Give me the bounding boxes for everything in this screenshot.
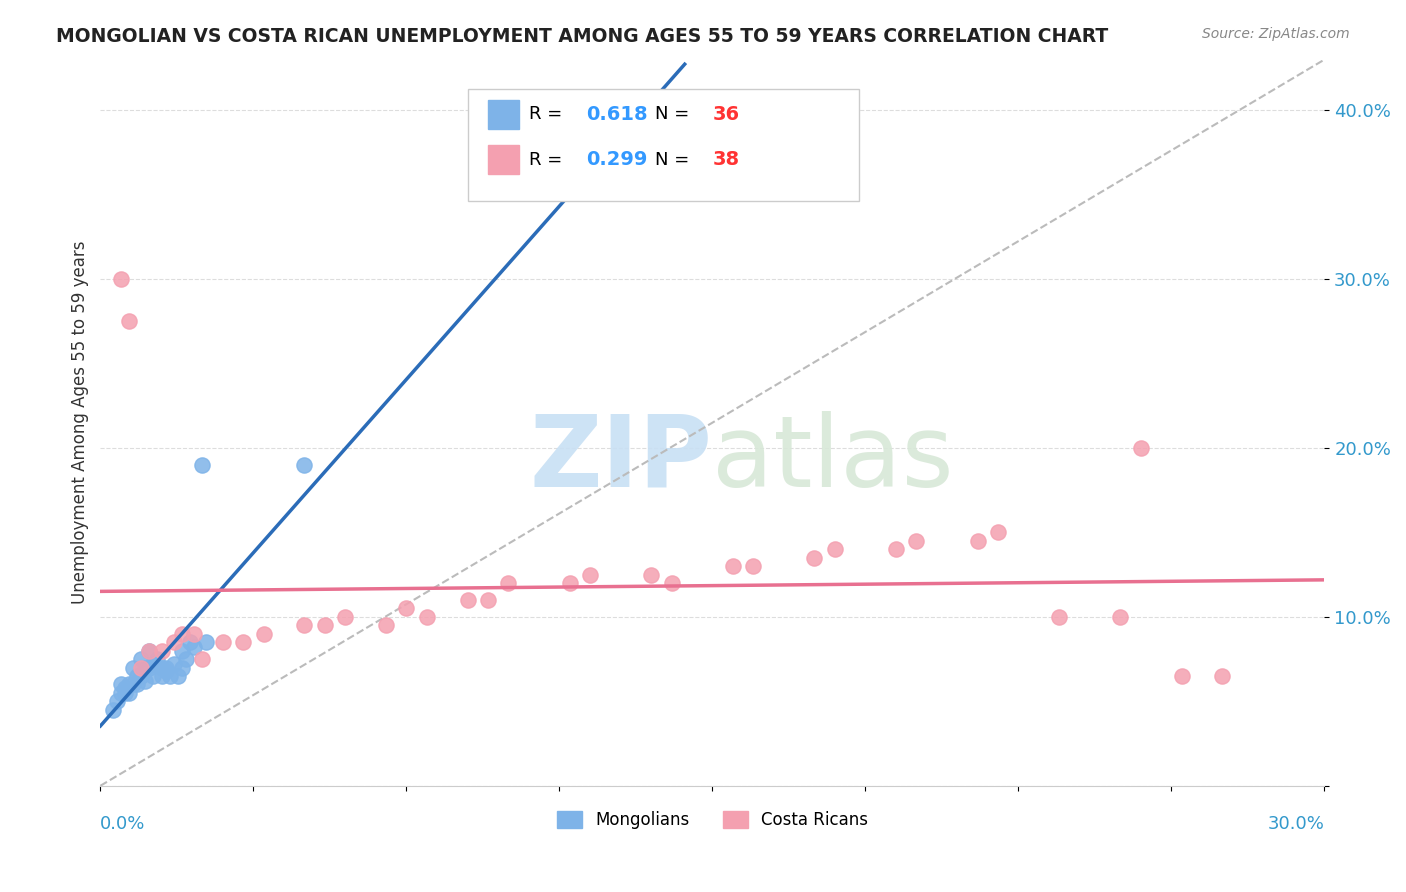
Point [129, 660, 152, 674]
Point [122, 660, 145, 674]
Point [1047, 610, 1070, 624]
Point [138, 643, 160, 657]
Point [232, 635, 254, 649]
Point [146, 652, 169, 666]
Text: 36: 36 [713, 104, 740, 124]
Y-axis label: Unemployment Among Ages 55 to 59 years: Unemployment Among Ages 55 to 59 years [72, 241, 89, 605]
Point [134, 660, 156, 674]
Point [1129, 441, 1152, 455]
Point [114, 681, 136, 695]
Point [105, 694, 128, 708]
Point [118, 314, 141, 328]
Point [125, 677, 148, 691]
Point [579, 567, 602, 582]
Text: N =: N = [655, 151, 695, 169]
Point [110, 272, 132, 286]
Point [661, 576, 683, 591]
Point [170, 660, 193, 674]
Point [155, 664, 177, 678]
Point [211, 635, 233, 649]
Point [498, 576, 520, 591]
Point [375, 618, 398, 632]
Text: 30.0%: 30.0% [1268, 814, 1324, 833]
Text: Source: ZipAtlas.com: Source: ZipAtlas.com [1202, 27, 1350, 41]
Point [803, 550, 825, 565]
Point [118, 686, 141, 700]
Text: atlas: atlas [713, 410, 955, 508]
Point [824, 542, 846, 557]
Point [174, 652, 197, 666]
Point [134, 674, 156, 689]
Point [1211, 669, 1233, 683]
Point [183, 627, 205, 641]
Point [1109, 610, 1132, 624]
Point [163, 635, 186, 649]
Point [159, 669, 181, 683]
Point [333, 610, 356, 624]
Point [966, 533, 988, 548]
Point [721, 559, 744, 574]
Point [457, 593, 479, 607]
Point [101, 703, 124, 717]
Text: R =: R = [529, 151, 568, 169]
Point [118, 677, 141, 691]
Point [150, 669, 173, 683]
Point [150, 660, 173, 674]
Point [163, 657, 186, 672]
Point [558, 576, 581, 591]
Point [191, 458, 214, 472]
Point [142, 657, 165, 672]
Point [170, 643, 193, 657]
Point [195, 635, 218, 649]
Point [110, 686, 132, 700]
Point [191, 652, 214, 666]
Text: 38: 38 [713, 151, 740, 169]
Point [129, 669, 152, 683]
Point [170, 627, 193, 641]
Point [1170, 669, 1192, 683]
Point [142, 669, 165, 683]
Point [884, 542, 907, 557]
Text: R =: R = [529, 105, 568, 123]
Text: 0.299: 0.299 [586, 151, 648, 169]
Point [179, 635, 201, 649]
Text: MONGOLIAN VS COSTA RICAN UNEMPLOYMENT AMONG AGES 55 TO 59 YEARS CORRELATION CHAR: MONGOLIAN VS COSTA RICAN UNEMPLOYMENT AM… [56, 27, 1108, 45]
Point [987, 525, 1010, 540]
Point [138, 660, 160, 674]
Point [129, 652, 152, 666]
Point [640, 567, 662, 582]
Point [292, 618, 315, 632]
Point [183, 640, 205, 655]
Point [905, 533, 928, 548]
Point [292, 458, 315, 472]
Point [125, 669, 148, 683]
Point [395, 601, 418, 615]
Text: ZIP: ZIP [530, 410, 713, 508]
Point [138, 643, 160, 657]
Point [252, 627, 274, 641]
Text: N =: N = [655, 105, 695, 123]
Text: 0.0%: 0.0% [100, 814, 146, 833]
Point [114, 686, 136, 700]
Point [742, 559, 765, 574]
Point [167, 669, 190, 683]
Bar [488, 100, 519, 128]
FancyBboxPatch shape [468, 88, 859, 202]
Point [314, 618, 336, 632]
Point [122, 677, 145, 691]
Point [150, 643, 173, 657]
Bar [488, 145, 519, 174]
Point [416, 610, 439, 624]
Point [110, 677, 132, 691]
Text: 0.618: 0.618 [586, 104, 648, 124]
Point [155, 660, 177, 674]
Point [477, 593, 499, 607]
Legend: Mongolians, Costa Ricans: Mongolians, Costa Ricans [550, 804, 875, 836]
